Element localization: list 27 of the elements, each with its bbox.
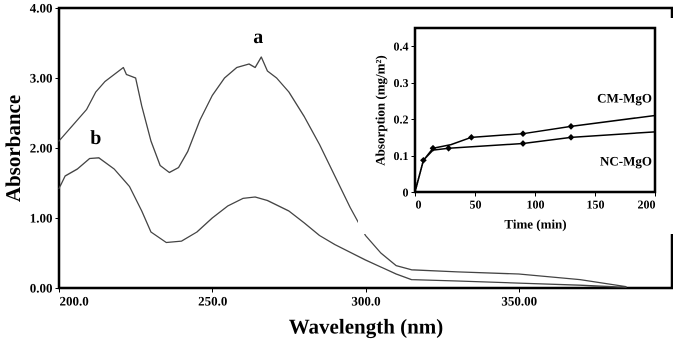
series-label: a	[253, 26, 264, 48]
y-tick-label: 0.00	[30, 280, 52, 296]
x-tick-label: 250.0	[198, 294, 228, 308]
y-tick-label: 2.00	[30, 140, 52, 156]
y-axis-title: Absorption (mg/m²)	[372, 55, 388, 166]
y-tick-label: 0.3	[394, 76, 408, 90]
y-tick-label: 4.00	[30, 0, 52, 16]
y-tick-label: 3.00	[30, 70, 52, 86]
x-tick-label: 50	[470, 198, 482, 212]
y-tick-label: 0.4	[394, 40, 408, 54]
y-tick-label: 0.1	[394, 149, 408, 164]
y-tick-label: 1.00	[30, 210, 52, 226]
x-tick-label: 150	[586, 198, 604, 212]
series-label: b	[90, 126, 102, 149]
text: NC-MgO	[600, 153, 652, 168]
y-tick-label: 0	[402, 186, 408, 200]
x-axis-title: Time (min)	[504, 216, 567, 232]
text: CM-MgO	[597, 90, 652, 106]
x-tick-label: 0	[416, 198, 422, 212]
y-tick-label: 0.2	[394, 112, 408, 127]
x-axis-title: Wavelength (nm)	[288, 314, 444, 338]
x-tick-label: 100	[526, 198, 544, 212]
y-axis-title: Absorbance	[0, 94, 25, 202]
x-tick-label: 300.0	[351, 294, 381, 308]
x-tick-label: 350.00	[501, 294, 538, 308]
x-tick-label: 200.0	[60, 294, 89, 308]
x-tick-label: 200	[638, 198, 656, 212]
